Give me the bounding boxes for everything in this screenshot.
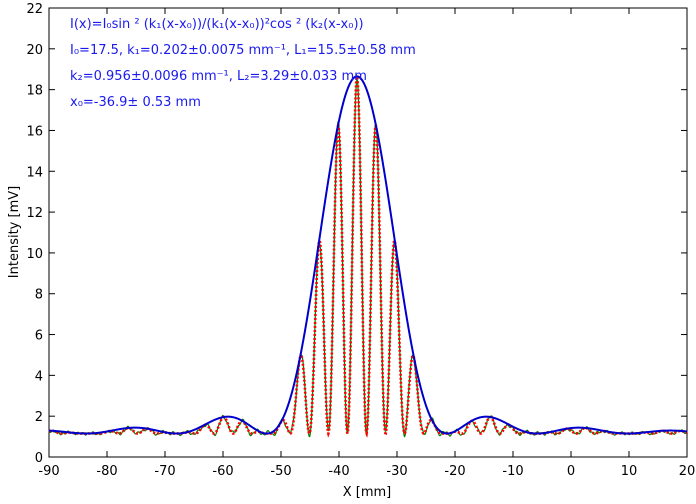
series-line-1 xyxy=(48,78,688,438)
ticks-layer: -90 -80 -70 -60 -50 -40 -30 -20 -10 0 10 20 0 2 4 6 8 10 1… xyxy=(26,2,695,479)
y-tick-label: 4 xyxy=(35,369,43,384)
y-tick-label: 10 xyxy=(26,247,43,262)
x-tick-label: 10 xyxy=(621,464,638,479)
x-tick-label: -40 xyxy=(328,464,349,479)
x-tick-label: -50 xyxy=(270,464,291,479)
y-tick-label: 20 xyxy=(26,43,43,58)
y-tick-label: 2 xyxy=(35,410,43,425)
y-tick-label: 12 xyxy=(26,206,43,221)
x-tick-label: -30 xyxy=(386,464,407,479)
series-line-3 xyxy=(48,75,688,435)
y-axis-title: Intensity [mV] xyxy=(7,186,22,278)
fit-params-line-1: I₀=17.5, k₁=0.202±0.0075 mm⁻¹, L₁=15.5±0… xyxy=(70,43,416,58)
fit-formula: I(x)=I₀sin ² (k₁(x-x₀))/(k₁(x-x₀))²cos ²… xyxy=(70,17,364,32)
series-layer xyxy=(48,75,688,438)
series-line-2 xyxy=(48,76,688,438)
y-tick-label: 22 xyxy=(26,2,43,17)
x-tick-label: -80 xyxy=(96,464,117,479)
y-tick-label: 18 xyxy=(26,84,43,99)
y-tick-label: 6 xyxy=(35,329,43,344)
y-tick-label: 8 xyxy=(35,288,43,303)
plot-frame xyxy=(48,7,688,458)
x-axis-title: X [mm] xyxy=(343,485,392,500)
x-tick-label: -90 xyxy=(38,464,59,479)
fit-params-line-2: k₂=0.956±0.0096 mm⁻¹, L₂=3.29±0.033 mm xyxy=(70,69,367,84)
x-tick-label: -60 xyxy=(212,464,233,479)
x-tick-label: 0 xyxy=(567,464,575,479)
x-tick-label: -70 xyxy=(154,464,175,479)
y-tick-label: 14 xyxy=(26,165,43,180)
x-tick-label: 20 xyxy=(679,464,696,479)
y-tick-label: 16 xyxy=(26,124,43,139)
x-tick-label: -10 xyxy=(502,464,523,479)
x-tick-label: -20 xyxy=(444,464,465,479)
fit-params-line-3: x₀=-36.9± 0.53 mm xyxy=(70,95,201,110)
y-tick-label: 0 xyxy=(35,451,43,466)
